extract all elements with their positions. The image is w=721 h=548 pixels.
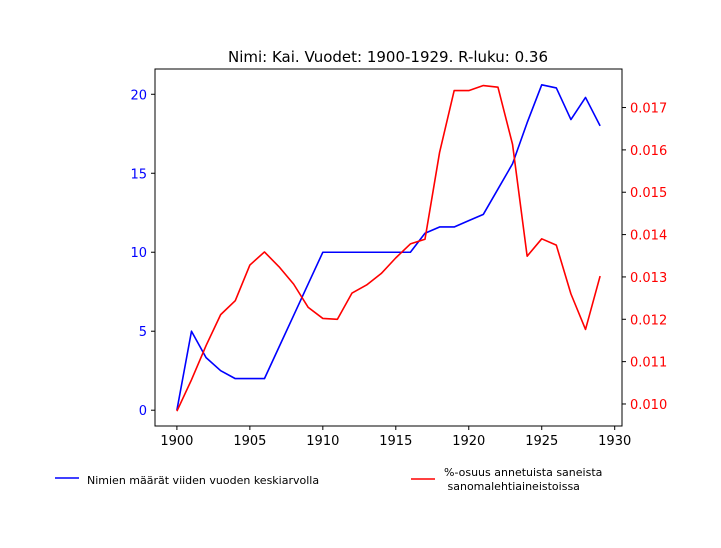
right-y-tick-label: 0.013	[630, 271, 667, 286]
series-line-1	[176, 84, 601, 411]
axes-layer: 1900 1905 1910 1915 1920 1925 1930 0 5 10 15 20 0.01…	[130, 68, 667, 449]
plot-frame	[154, 68, 623, 427]
legend-label-2: %-osuus annetuista saneista sanomalehtia…	[444, 466, 602, 493]
left-y-tick-label: 10	[130, 246, 147, 261]
series-layer	[176, 84, 601, 412]
chart-title: Nimi: Kai. Vuodet: 1900-1929. R-luku: 0.…	[228, 48, 548, 66]
x-tick-label: 1905	[233, 434, 266, 449]
x-tick-label: 1925	[525, 434, 558, 449]
right-y-tick-label: 0.012	[630, 313, 667, 328]
x-tick-label: 1930	[598, 434, 631, 449]
right-y-tick-label: 0.015	[630, 186, 667, 201]
left-y-tick-label: 5	[139, 325, 147, 340]
legend-label-1: Nimien määrät viiden vuoden keskiarvolla	[87, 474, 319, 487]
left-y-tick-label: 20	[130, 88, 147, 103]
x-tick-label: 1910	[306, 434, 339, 449]
right-y-tick-label: 0.017	[630, 102, 667, 117]
x-tick-label: 1920	[452, 434, 485, 449]
right-y-tick-label: 0.016	[630, 144, 667, 159]
x-tick-label: 1915	[379, 434, 412, 449]
right-y-tick-label: 0.011	[630, 356, 667, 371]
legend: Nimien määrät viiden vuoden keskiarvolla…	[55, 466, 602, 493]
left-y-tick-label: 0	[139, 404, 147, 419]
left-y-tick-label: 15	[130, 167, 147, 182]
series-line-2	[176, 84, 601, 412]
right-y-tick-label: 0.014	[630, 229, 667, 244]
right-y-tick-label: 0.010	[630, 398, 667, 413]
x-tick-label: 1900	[160, 434, 193, 449]
